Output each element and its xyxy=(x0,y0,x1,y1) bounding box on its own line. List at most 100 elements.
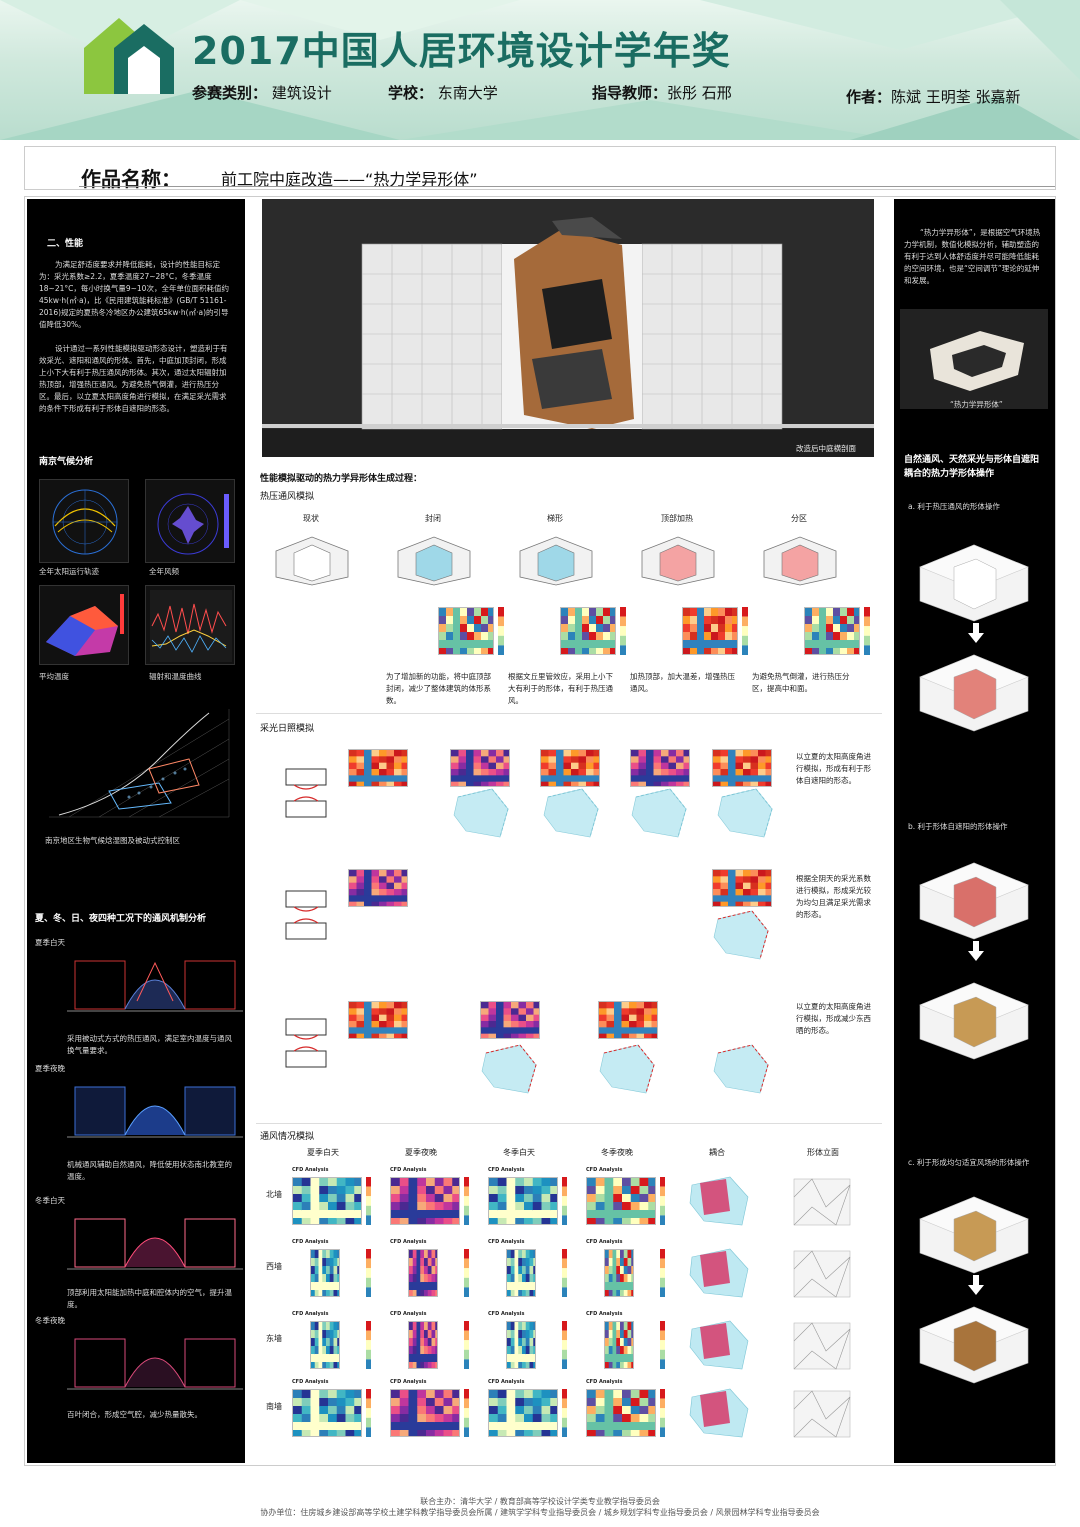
cfd-label: CFD Analysis xyxy=(390,1379,427,1385)
vent-column-label: 形体立面 xyxy=(807,1148,839,1157)
cfd-color-scale xyxy=(464,1177,469,1225)
vent-column-label: 夏季白天 xyxy=(307,1148,339,1157)
advisor-info: 指导教师：张彤 石邢 xyxy=(592,84,732,102)
facade-elevation-diagram xyxy=(793,1250,851,1298)
cfd-color-scale xyxy=(660,1389,665,1437)
daylight-simulation-map xyxy=(630,749,690,787)
right-column: “热力学异形体”，是根据空气环境热力学机制，数值化模拟分析，辅助塑造的有利于达到… xyxy=(894,199,1055,1463)
arrow-down-icon xyxy=(968,623,984,643)
cfd-simulation-map xyxy=(310,1249,340,1297)
operation-title: 自然通风、天然采光与形体自遮阳耦合的热力学形体操作 xyxy=(904,455,1040,479)
bioclimate-caption: 南京地区生物气候焓湿图及被动式控制区 xyxy=(45,836,180,845)
winter-day-section xyxy=(67,1209,243,1275)
thermal-title: 热压通风模拟 xyxy=(260,492,315,502)
operation-a-label: a. 利于热压通风的形体操作 xyxy=(908,502,1000,511)
summer-day-section xyxy=(67,951,243,1017)
facade-elevation-diagram xyxy=(793,1178,851,1226)
operation-massing-diagram xyxy=(919,544,1029,622)
vent-column-label: 冬季白天 xyxy=(503,1148,535,1157)
ventilation-mechanism-title: 夏、冬、日、夜四种工况下的通风机制分析 xyxy=(35,914,207,924)
stage-label: 分区 xyxy=(791,514,807,523)
cfd-label: CFD Analysis xyxy=(292,1167,329,1173)
cfd-color-scale xyxy=(660,1177,665,1225)
case-summer-day-title: 夏季白天 xyxy=(35,938,65,947)
cfd-color-scale xyxy=(366,1177,371,1225)
cfd-color-scale xyxy=(660,1321,665,1369)
radiation-caption: 辐射和温度曲线 xyxy=(149,672,202,681)
footer-organizers: 联合主办：清华大学 / 教育部高等学校设计学类专业教学指导委员会 xyxy=(420,1497,660,1506)
case-summer-night-text: 机械通风辅助自然通风，降低使用状态南北教室的温度。 xyxy=(67,1160,232,1181)
vent-column-label: 冬季夜晚 xyxy=(601,1148,633,1157)
work-label: 作品名称： xyxy=(81,167,181,191)
cfd-simulation-map xyxy=(586,1177,656,1225)
case-summer-day-text: 采用被动式方式的热压通风，满足室内温度与通风换气量要求。 xyxy=(67,1034,232,1055)
stage-color-scale xyxy=(620,607,626,655)
performance-text-1: 为满足舒适度要求并降低能耗，设计的性能目标定为：采光系数≥2.2，夏季温度27~… xyxy=(39,260,229,329)
atrium-plan-diagram xyxy=(285,890,327,940)
cfd-simulation-map xyxy=(408,1321,438,1369)
cfd-label: CFD Analysis xyxy=(390,1167,427,1173)
cfd-simulation-map xyxy=(506,1321,536,1369)
stage-note: 为避免热气倒灌，进行热压分区，提高中和面。 xyxy=(752,672,850,693)
cfd-simulation-map xyxy=(390,1177,460,1225)
stage-note: 根据文丘里管效应，采用上小下大有利于的形体，有利于热压通风。 xyxy=(508,672,613,705)
stage-simulation-map xyxy=(804,607,860,655)
cfd-label: CFD Analysis xyxy=(292,1379,329,1385)
stage-simulation-map xyxy=(682,607,738,655)
stage-label: 现状 xyxy=(303,514,319,523)
cfd-simulation-map xyxy=(408,1249,438,1297)
cfd-simulation-map xyxy=(310,1321,340,1369)
cfd-simulation-map xyxy=(292,1177,362,1225)
atrium-plan-diagram xyxy=(285,768,327,818)
model-photo xyxy=(900,309,1048,409)
case-winter-night-text: 百叶闭合，形成空气腔，减少热量散失。 xyxy=(67,1410,202,1419)
hero-caption: 改造后中庭横剖面 xyxy=(796,444,856,453)
daylight-title: 采光日照模拟 xyxy=(260,724,315,734)
coupled-form-diagram xyxy=(689,1388,749,1438)
operation-c-label: c. 利于形成均匀适宜风场的形体操作 xyxy=(908,1158,1030,1167)
cfd-color-scale xyxy=(366,1389,371,1437)
stage-color-scale xyxy=(864,607,870,655)
facade-elevation-diagram xyxy=(793,1390,851,1438)
model-caption: “热力学异形体” xyxy=(950,400,1003,409)
cfd-simulation-map xyxy=(390,1389,460,1437)
daylight-simulation-map xyxy=(540,749,600,787)
vent-row-label: 东墙 xyxy=(266,1334,282,1343)
page-title: 2017中国人居环境设计学年奖 xyxy=(192,29,731,73)
concept-intro: “热力学异形体”，是根据空气环境热力学机制，数值化模拟分析，辅助塑造的有利于达到… xyxy=(904,228,1041,285)
daylight-form-diagram xyxy=(543,788,599,838)
vent-title: 通风情况模拟 xyxy=(260,1132,315,1142)
cfd-simulation-map xyxy=(586,1389,656,1437)
cfd-label: CFD Analysis xyxy=(488,1311,525,1317)
daylight-simulation-map xyxy=(480,1001,540,1039)
climate-title: 南京气候分析 xyxy=(39,457,94,467)
category-info: 参赛类别： 建筑设计 xyxy=(192,84,332,102)
stage-note: 加热顶部，加大温差，增强热压通风。 xyxy=(630,672,735,693)
footer-co-organizers: 协办单位：住房城乡建设部高等学校土建学科教学指导委员会所属 / 建筑学学科专业指… xyxy=(260,1508,820,1517)
daylight-note: 以立夏的太阳高度角进行模拟，形成减少东西晒的形态。 xyxy=(796,1002,871,1035)
school-info: 学校： 东南大学 xyxy=(388,84,498,102)
author-info: 作者：陈斌 王明荃 张嘉新 xyxy=(846,88,1021,106)
daylight-simulation-map xyxy=(348,869,408,907)
operation-massing-diagram xyxy=(919,1196,1029,1274)
cfd-label: CFD Analysis xyxy=(488,1379,525,1385)
stage-label: 梯形 xyxy=(547,514,563,523)
left-column: 二、性能 为满足舒适度要求并降低能耗，设计的性能目标定为：采光系数≥2.2，夏季… xyxy=(27,199,245,1463)
daylight-form-diagram xyxy=(713,910,769,960)
temperature-caption: 平均温度 xyxy=(39,672,69,681)
stage-simulation-map xyxy=(560,607,616,655)
atrium-section-render xyxy=(262,199,874,457)
summer-night-section xyxy=(67,1077,243,1143)
cfd-label: CFD Analysis xyxy=(390,1311,427,1317)
cfd-color-scale xyxy=(366,1321,371,1369)
stage-row: 现状 封闭 为了增加新的功能，将中庭顶部封闭，减少了整体建筑的体形系数。 梯形 根据文丘… xyxy=(256,499,882,709)
work-name: 前工院中庭改造——“热力学异形体” xyxy=(221,170,478,189)
cfd-color-scale xyxy=(366,1249,371,1297)
daylight-simulation-map xyxy=(450,749,510,787)
award-logo xyxy=(84,18,174,94)
daylight-note: 根据全阴天的采光系数进行模拟，形成采光较为均匀且满足采光需求的形态。 xyxy=(796,874,871,919)
daylight-simulation-map xyxy=(348,749,408,787)
daylight-form-diagram xyxy=(631,788,687,838)
operation-massing-diagram xyxy=(919,654,1029,732)
cfd-label: CFD Analysis xyxy=(586,1379,623,1385)
